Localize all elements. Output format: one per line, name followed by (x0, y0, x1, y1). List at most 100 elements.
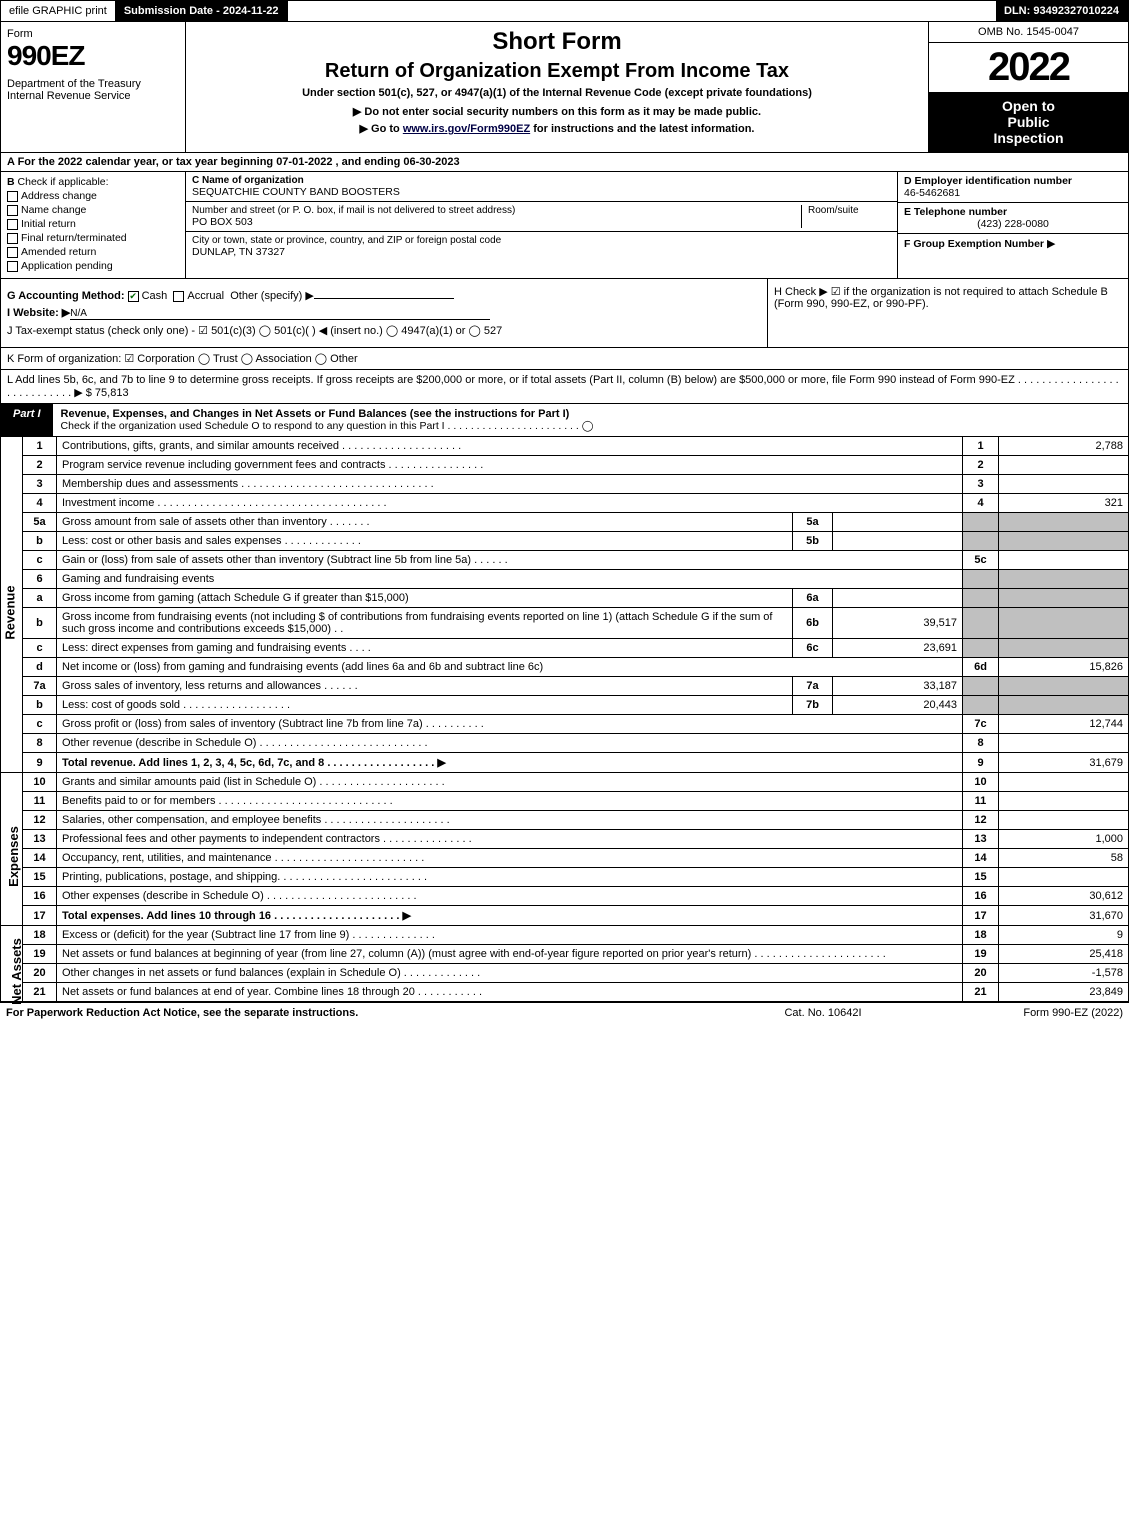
l4-desc: Investment income . . . . . . . . . . . … (57, 494, 963, 513)
group-exemption-label: F Group Exemption Number (904, 238, 1044, 250)
org-name-value: SEQUATCHIE COUNTY BAND BOOSTERS (192, 186, 891, 198)
street-block: Number and street (or P. O. box, if mail… (186, 202, 897, 232)
l8-rval (999, 734, 1129, 753)
l12-desc: Salaries, other compensation, and employ… (57, 811, 963, 830)
l11-rnum: 11 (963, 792, 999, 811)
l6b-sv: 39,517 (833, 608, 963, 639)
l7a-rval-shade (999, 677, 1129, 696)
l5a-rval-shade (999, 513, 1129, 532)
l15-num: 15 (23, 868, 57, 887)
l19-rnum: 19 (963, 945, 999, 964)
chk-amended-return[interactable]: Amended return (7, 246, 179, 258)
chk-name-change[interactable]: Name change (7, 204, 179, 216)
row-l-gross-receipts: L Add lines 5b, 6c, and 7b to line 9 to … (0, 370, 1129, 404)
l6b-sn: 6b (793, 608, 833, 639)
line-4: 4 Investment income . . . . . . . . . . … (1, 494, 1129, 513)
l5a-num: 5a (23, 513, 57, 532)
line-6c: c Less: direct expenses from gaming and … (1, 639, 1129, 658)
chk-final-return[interactable]: Final return/terminated (7, 232, 179, 244)
line-3: 3 Membership dues and assessments . . . … (1, 475, 1129, 494)
l5c-rnum: 5c (963, 551, 999, 570)
street-value: PO BOX 503 (192, 216, 801, 228)
inspect-2: Public (935, 114, 1122, 130)
page-footer: For Paperwork Reduction Act Notice, see … (0, 1002, 1129, 1023)
vlabel-net-assets: Net Assets (1, 926, 23, 1002)
chk-initial-return[interactable]: Initial return (7, 218, 179, 230)
city-label: City or town, state or province, country… (192, 235, 891, 246)
header-left: Form 990EZ Department of the Treasury In… (1, 22, 186, 152)
tax-exempt-status: J Tax-exempt status (check only one) - ☑… (7, 324, 761, 337)
line-7a: 7a Gross sales of inventory, less return… (1, 677, 1129, 696)
l18-rval: 9 (999, 926, 1129, 945)
l21-desc: Net assets or fund balances at end of ye… (57, 983, 963, 1002)
l6c-desc: Less: direct expenses from gaming and fu… (57, 639, 793, 658)
l15-rnum: 15 (963, 868, 999, 887)
l17-desc-text: Total expenses. Add lines 10 through 16 … (62, 910, 411, 922)
line-18: Net Assets 18 Excess or (deficit) for th… (1, 926, 1129, 945)
l10-rval (999, 773, 1129, 792)
line-7b: b Less: cost of goods sold . . . . . . .… (1, 696, 1129, 715)
chk-accrual[interactable] (173, 291, 184, 302)
section-bcdef: B Check if applicable: Address change Na… (0, 172, 1129, 279)
dln: DLN: 93492327010224 (996, 1, 1128, 21)
l13-desc: Professional fees and other payments to … (57, 830, 963, 849)
top-bar: efile GRAPHIC print Submission Date - 20… (0, 0, 1129, 22)
l2-rval (999, 456, 1129, 475)
l5c-num: c (23, 551, 57, 570)
line-6d: d Net income or (loss) from gaming and f… (1, 658, 1129, 677)
title-short-form: Short Form (196, 28, 918, 56)
room-label: Room/suite (808, 205, 891, 216)
line-5c: c Gain or (loss) from sale of assets oth… (1, 551, 1129, 570)
accounting-method: G Accounting Method: Cash Accrual Other … (7, 289, 761, 302)
vlabel-expenses-text: Expenses (6, 826, 21, 887)
l6c-sn: 6c (793, 639, 833, 658)
irs-link[interactable]: www.irs.gov/Form990EZ (403, 123, 530, 135)
line-16: 16 Other expenses (describe in Schedule … (1, 887, 1129, 906)
instr-post: for instructions and the latest informat… (530, 123, 754, 135)
l5c-desc: Gain or (loss) from sale of assets other… (57, 551, 963, 570)
tax-year: 2022 (929, 43, 1128, 92)
l8-rnum: 8 (963, 734, 999, 753)
website-label: I Website: ▶ (7, 307, 70, 319)
l7b-desc: Less: cost of goods sold . . . . . . . .… (57, 696, 793, 715)
group-exemption-arrow: ▶ (1047, 238, 1055, 250)
l12-rval (999, 811, 1129, 830)
l6c-rnum-shade (963, 639, 999, 658)
l18-rnum: 18 (963, 926, 999, 945)
l6b-rnum-shade (963, 608, 999, 639)
line-13: 13 Professional fees and other payments … (1, 830, 1129, 849)
l7c-rval: 12,744 (999, 715, 1129, 734)
l7b-sv: 20,443 (833, 696, 963, 715)
street-label: Number and street (or P. O. box, if mail… (192, 205, 801, 216)
l7c-num: c (23, 715, 57, 734)
l6-rnum-shade (963, 570, 999, 589)
inspect-1: Open to (935, 98, 1122, 114)
b-text: Check if applicable: (18, 176, 109, 188)
l5c-rval (999, 551, 1129, 570)
instr-pre: ▶ Go to (360, 123, 403, 135)
l5b-rval-shade (999, 532, 1129, 551)
line-5a: 5a Gross amount from sale of assets othe… (1, 513, 1129, 532)
chk-name-change-label: Name change (21, 204, 86, 216)
chk-address-change[interactable]: Address change (7, 190, 179, 202)
l1-desc: Contributions, gifts, grants, and simila… (57, 437, 963, 456)
vlabel-expenses: Expenses (1, 773, 23, 926)
chk-cash[interactable] (128, 291, 139, 302)
l20-desc: Other changes in net assets or fund bala… (57, 964, 963, 983)
phone-block: E Telephone number (423) 228-0080 (898, 203, 1128, 234)
l6a-sv (833, 589, 963, 608)
opt-accrual: Accrual (187, 290, 224, 302)
l6c-num: c (23, 639, 57, 658)
row-a-text: A For the 2022 calendar year, or tax yea… (7, 156, 460, 168)
l5b-sv (833, 532, 963, 551)
l14-desc: Occupancy, rent, utilities, and maintena… (57, 849, 963, 868)
l5a-rnum-shade (963, 513, 999, 532)
line-7c: c Gross profit or (loss) from sales of i… (1, 715, 1129, 734)
ein-block: D Employer identification number 46-5462… (898, 172, 1128, 203)
ledger-table: Revenue 1 Contributions, gifts, grants, … (0, 437, 1129, 1002)
l6-desc: Gaming and fundraising events (57, 570, 963, 589)
chk-application-pending[interactable]: Application pending (7, 260, 179, 272)
form-number: 990EZ (7, 40, 179, 72)
ein-value: 46-5462681 (904, 187, 1122, 199)
phone-label: E Telephone number (904, 206, 1122, 218)
